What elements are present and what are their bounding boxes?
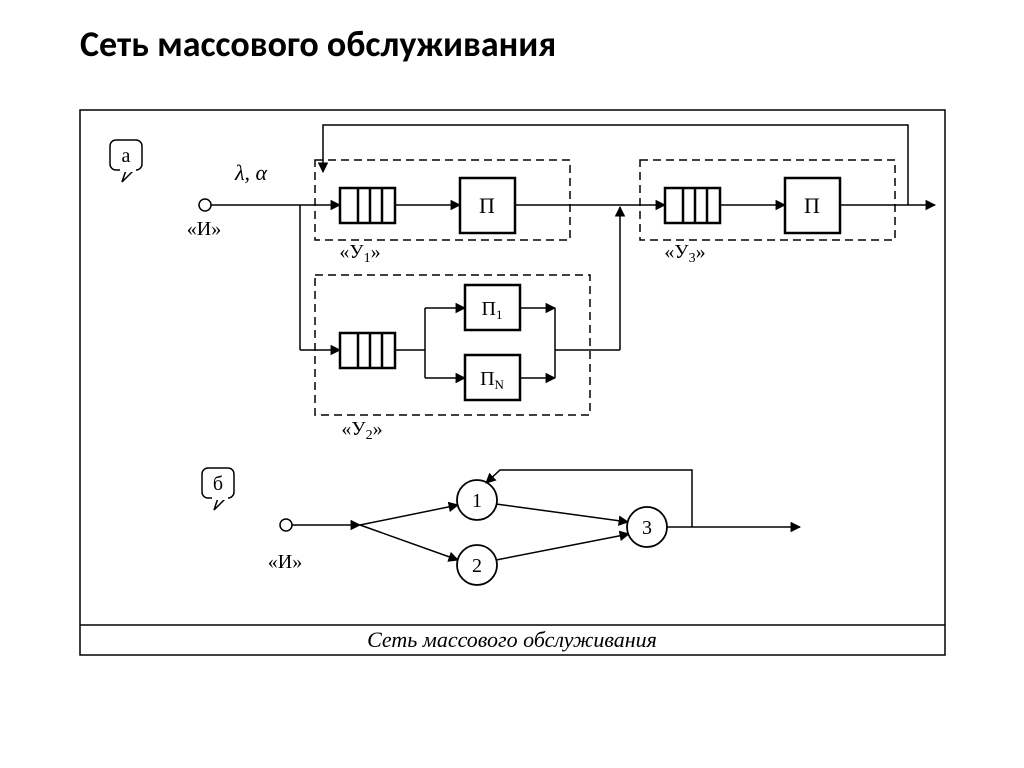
queue-y2-icon bbox=[340, 333, 395, 368]
node-2-label: 2 bbox=[472, 555, 482, 577]
p-label-y3: П bbox=[804, 193, 820, 218]
queue-y1-icon bbox=[340, 188, 395, 223]
arrow-n1-n3 bbox=[496, 504, 628, 522]
source-a-label: «И» bbox=[187, 218, 221, 240]
source-b-icon bbox=[280, 519, 292, 531]
source-a-icon bbox=[199, 199, 211, 211]
arrow-to-n2 bbox=[360, 525, 458, 560]
node-3-label: 3 bbox=[642, 517, 652, 539]
label-b: б bbox=[213, 473, 223, 495]
p-label-y1: П bbox=[479, 193, 495, 218]
y1-label: «У1» bbox=[339, 241, 380, 266]
label-bubble-b: б bbox=[202, 468, 234, 510]
y3-label: «У3» bbox=[664, 241, 705, 266]
source-b-label: «И» bbox=[268, 551, 302, 573]
queue-y3-icon bbox=[665, 188, 720, 223]
label-bubble-a: а bbox=[110, 140, 142, 182]
node-1-label: 1 bbox=[472, 490, 482, 512]
caption-text: Сеть массового обслуживания bbox=[367, 627, 657, 652]
y2-label: «У2» bbox=[341, 418, 382, 443]
diagram-svg: Сеть массового обслуживания а λ, α «И» «… bbox=[0, 0, 1024, 768]
label-a: а bbox=[122, 145, 131, 167]
arrow-n2-n3 bbox=[496, 534, 629, 560]
lambda-label: λ, α bbox=[234, 160, 268, 185]
arrow-to-n1 bbox=[360, 505, 458, 525]
